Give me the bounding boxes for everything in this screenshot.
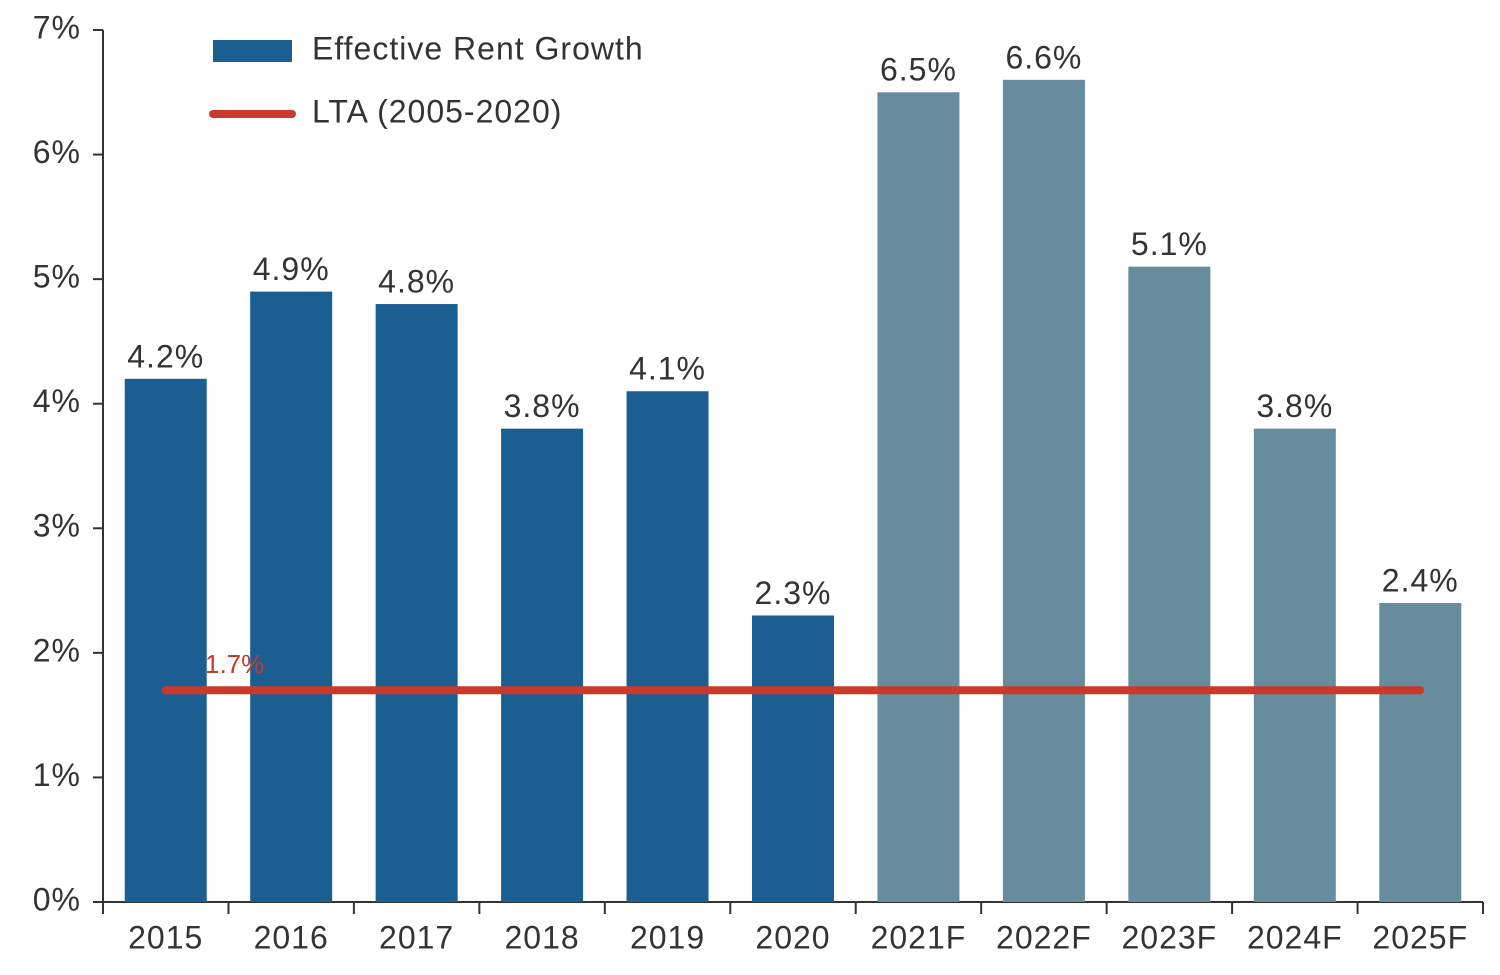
x-tick-label: 2016 (254, 919, 329, 955)
bar (250, 291, 333, 903)
bar (1253, 428, 1336, 902)
y-tick-label: 6% (33, 134, 81, 170)
bar (877, 92, 960, 903)
y-tick-label: 2% (33, 632, 81, 668)
data-label: 6.6% (1005, 39, 1082, 75)
x-tick-label: 2015 (128, 919, 203, 955)
y-tick-label: 3% (33, 508, 81, 544)
bar (375, 304, 458, 902)
data-label: 6.5% (880, 52, 957, 88)
bar (1128, 266, 1211, 903)
data-label: 4.8% (378, 264, 455, 300)
data-label: 3.8% (1256, 388, 1333, 424)
x-tick-label: 2022F (996, 919, 1092, 955)
bar (626, 391, 709, 902)
data-label: 3.8% (504, 388, 581, 424)
x-tick-label: 2021F (871, 919, 967, 955)
x-tick-label: 2019 (630, 919, 705, 955)
legend-swatch (213, 40, 292, 62)
bar (1379, 603, 1462, 902)
reference-label: 1.7% (205, 649, 264, 679)
x-tick-label: 2023F (1121, 919, 1217, 955)
y-tick-label: 7% (33, 9, 81, 45)
y-tick-label: 4% (33, 383, 81, 419)
bar (501, 428, 584, 902)
x-tick-label: 2025F (1372, 919, 1468, 955)
bar (1002, 79, 1085, 903)
x-tick-label: 2020 (755, 919, 830, 955)
data-label: 4.9% (253, 251, 330, 287)
x-tick-label: 2017 (379, 919, 454, 955)
y-tick-label: 0% (33, 881, 81, 917)
data-label: 5.1% (1131, 226, 1208, 262)
data-label: 2.4% (1382, 562, 1459, 598)
x-tick-label: 2018 (504, 919, 579, 955)
x-tick-label: 2024F (1247, 919, 1343, 955)
data-label: 2.3% (755, 575, 832, 611)
bar (124, 378, 207, 902)
y-tick-label: 5% (33, 259, 81, 295)
legend-label: Effective Rent Growth (312, 30, 644, 66)
legend-label: LTA (2005-2020) (312, 93, 562, 129)
bar (752, 615, 834, 902)
y-tick-label: 1% (33, 757, 81, 793)
data-label: 4.2% (127, 338, 204, 374)
data-label: 4.1% (629, 351, 706, 387)
